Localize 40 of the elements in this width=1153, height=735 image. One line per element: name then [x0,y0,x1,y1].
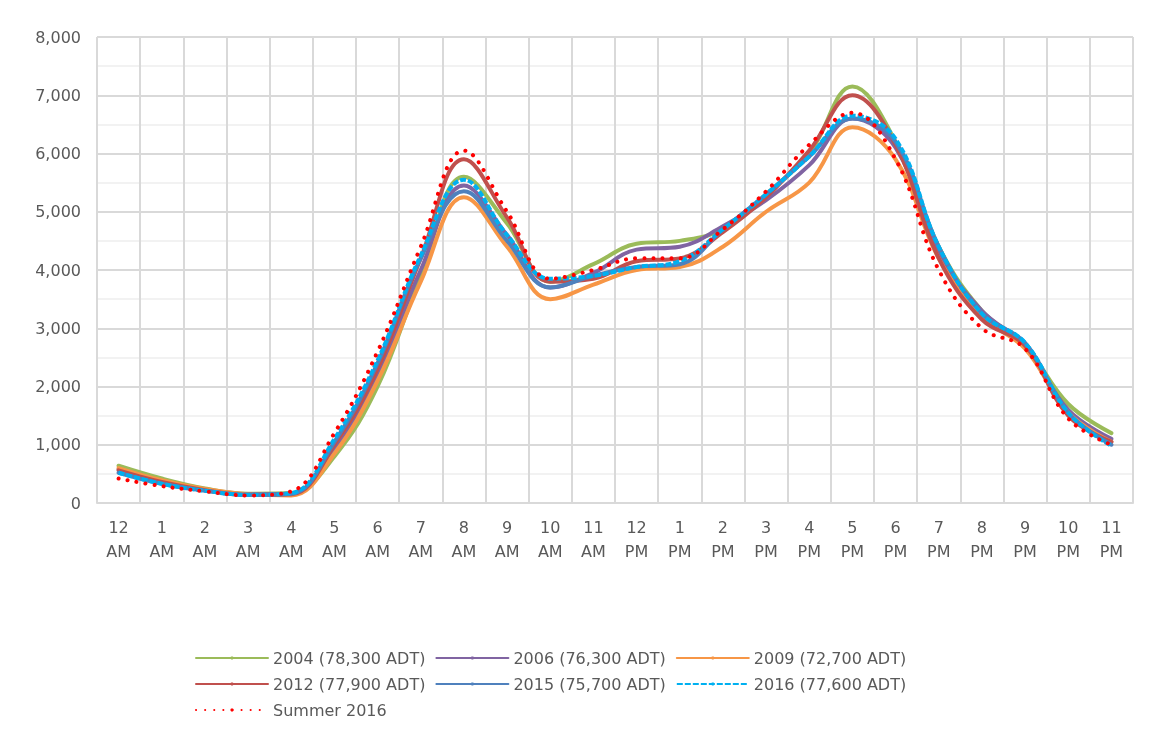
x-tick-label: 12 PM [624,517,649,561]
x-tick-label: 6 AM [365,517,390,561]
x-tick-label: 7 AM [408,517,434,561]
x-tick-label: 3 AM [235,517,261,561]
x-tick-label: 4 PM [797,517,821,561]
legend-label: 2015 (75,700 ADT) [513,674,666,694]
x-tick-label: 3 PM [754,517,778,561]
y-tick-label: 4,000 [35,260,81,280]
x-tick-label: 10 AM [537,517,563,561]
y-tick-label: 6,000 [35,144,81,163]
x-tick-label: 2 AM [192,517,218,561]
x-tick-label: 12 AM [106,517,131,561]
legend-label: Summer 2016 [273,700,387,720]
legend-label: 2004 (78,300 ADT) [273,648,426,668]
y-tick-label: 5,000 [35,202,81,222]
x-tick-label: 1 AM [149,517,175,561]
legend-label: 2012 (77,900 ADT) [273,674,426,694]
legend-label: 2016 (77,600 ADT) [753,674,907,694]
x-tick-label: 9 PM [1013,517,1037,561]
x-tick-label: 9 AM [494,517,520,561]
legend-label: 2006 (76,300 ADT) [513,648,666,668]
x-tick-label: 11 PM [1099,517,1124,561]
legend-label: 2009 (72,700 ADT) [753,648,907,668]
x-tick-label: 8 AM [451,517,477,561]
x-tick-label: 4 AM [278,517,304,561]
x-tick-label: 2 PM [711,517,735,561]
x-tick-label: 8 PM [970,517,994,561]
x-tick-label: 1 PM [668,517,692,561]
y-tick-label: 8,000 [35,27,81,47]
y-tick-label: 2,000 [35,377,81,396]
x-tick-label: 7 PM [927,517,951,561]
y-tick-label: 1,000 [35,435,81,455]
y-tick-label: 3,000 [35,318,81,338]
x-tick-label: 11 AM [581,517,606,561]
x-tick-label: 5 AM [322,517,347,561]
x-tick-label: 6 PM [883,517,908,561]
x-tick-label: 5 PM [840,517,865,561]
x-tick-label: 10 PM [1056,517,1080,561]
y-tick-label: 7,000 [35,85,81,105]
y-tick-label: 0 [70,493,81,513]
